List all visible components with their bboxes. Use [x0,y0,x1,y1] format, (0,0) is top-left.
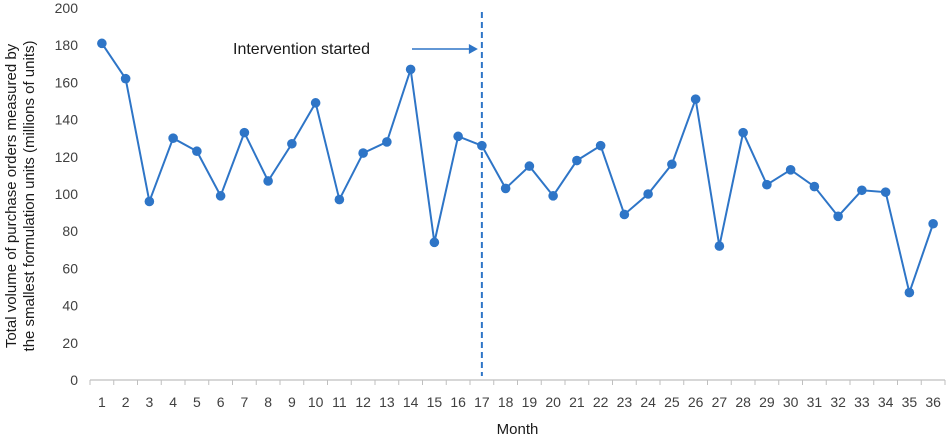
data-point [690,94,701,104]
data-point [382,137,392,147]
y-axis-title-line-2: the smallest formulation units (millions… [21,41,38,352]
data-point [215,191,226,201]
x-tick-label: 28 [735,394,751,410]
data-point [97,38,107,49]
x-tick-label: 25 [664,394,680,410]
data-point [548,191,558,201]
data-point [928,218,938,229]
data-point [524,161,535,171]
x-tick-label: 8 [264,394,272,410]
x-tick-label: 29 [759,394,775,410]
x-tick-label: 26 [688,394,704,410]
data-point [809,181,820,192]
x-tick-label: 5 [193,394,201,410]
y-tick-label: 160 [55,74,79,90]
x-tick-label: 10 [308,394,324,410]
x-tick-label: 33 [854,394,870,410]
y-axis-title-line-1: Total volume of purchase orders measured… [3,43,20,348]
x-tick-label: 22 [593,394,609,410]
data-point [714,241,725,251]
x-tick-label: 17 [474,394,490,410]
x-tick-label: 16 [450,394,466,410]
series-line [101,42,935,297]
x-tick-label: 14 [403,394,419,410]
x-tick-label: 21 [569,394,585,410]
x-tick-label: 30 [783,394,799,410]
data-point [880,187,891,197]
x-tick-label: 20 [545,394,561,410]
y-tick-label: 40 [62,298,78,314]
y-tick-label: 200 [55,0,79,16]
x-tick-label: 9 [288,394,296,410]
annotation-arrow-head [468,44,478,54]
x-tick-label: 4 [169,394,177,410]
y-axis-ticks: 0 20 40 60 80 100 120 140 160 180 200 [55,0,79,388]
annotation-arrow [412,44,478,54]
x-tick-label: 15 [427,394,443,410]
y-tick-label: 120 [55,149,79,165]
x-tick-label: 32 [830,394,846,410]
data-point [904,287,915,298]
data-point [358,148,368,158]
data-point [857,185,867,196]
x-tick-label: 3 [145,394,153,410]
x-tick-label: 27 [712,394,728,410]
y-tick-label: 80 [62,223,78,239]
data-point [263,176,273,186]
x-tick-label: 1 [98,394,106,410]
x-tick-label: 7 [240,394,248,410]
data-point [287,138,297,149]
x-tick-label: 19 [522,394,538,410]
data-point [405,64,416,75]
data-point [453,131,463,142]
data-point [477,140,487,151]
x-axis-ticks: 1 2 3 4 5 6 7 8 9 10 11 12 13 14 15 16 17 18 19 20 21 22 23 24 2… [89,380,946,410]
data-point [500,183,511,194]
data-point [168,133,178,143]
x-tick-label: 23 [617,394,633,410]
x-tick-label: 18 [498,394,514,410]
data-point [144,196,155,207]
annotation-label: Intervention started [233,41,370,58]
series-points [97,38,938,298]
y-tick-label: 0 [70,372,78,388]
data-point [762,179,772,190]
data-point [833,211,843,222]
data-point [120,73,131,84]
data-point [429,237,440,248]
x-tick-label: 13 [379,394,395,410]
data-point [667,159,677,170]
x-tick-label: 36 [925,394,941,410]
x-tick-label: 12 [355,394,371,410]
x-axis-title: Month [497,421,539,437]
data-point [738,127,748,138]
data-point [785,165,796,175]
y-tick-label: 20 [62,335,78,351]
data-point [643,189,653,199]
data-point [619,209,630,220]
x-tick-label: 31 [807,394,823,410]
data-point [239,127,250,138]
y-tick-label: 140 [55,112,79,128]
data-point [572,155,582,166]
data-point [192,146,202,157]
x-tick-label: 34 [878,394,894,410]
x-tick-label: 11 [332,394,347,410]
x-tick-label: 2 [122,394,130,410]
data-point [595,140,606,151]
y-tick-label: 100 [55,186,79,202]
x-tick-label: 24 [640,394,656,410]
x-tick-label: 6 [217,394,225,410]
y-tick-label: 60 [62,260,78,276]
y-tick-label: 180 [55,37,79,53]
data-point [334,194,345,205]
x-tick-label: 35 [902,394,918,410]
data-point [310,98,321,108]
